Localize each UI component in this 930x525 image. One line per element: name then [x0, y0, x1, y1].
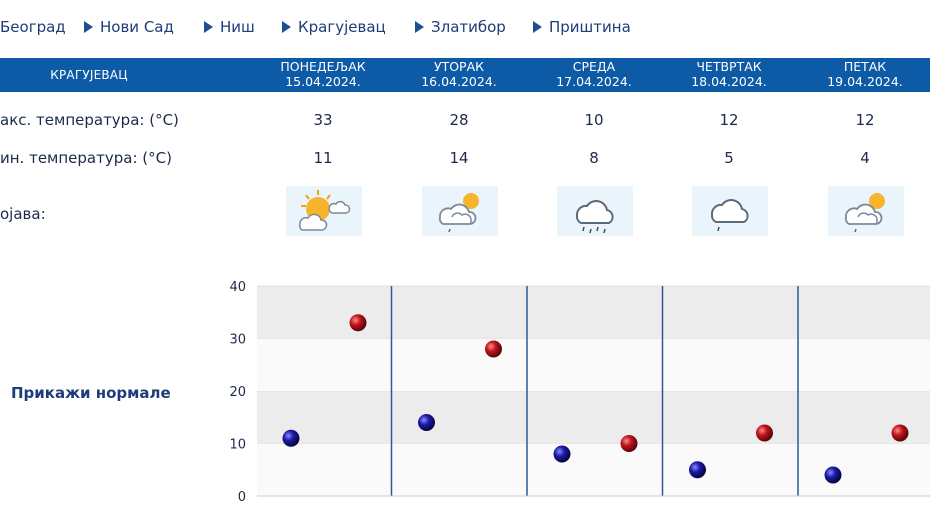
max-temp-label: акс. температура: (°C) [0, 111, 179, 129]
day-header: ЧЕТВРТАК 18.04.2024. [691, 59, 767, 89]
y-tick-label: 30 [229, 333, 246, 348]
arrow-right-icon [533, 21, 542, 33]
y-tick-label: 40 [229, 280, 246, 295]
max-temp-point [349, 314, 367, 332]
grid-band [257, 391, 930, 444]
city-link-beograd[interactable]: Београд [0, 18, 66, 36]
min-temp-value: 8 [589, 149, 599, 167]
y-tick-label: 20 [229, 385, 246, 400]
cloud-sun-drizzle-icon [422, 186, 498, 236]
min-temp-point [553, 445, 571, 463]
arrow-right-icon [282, 21, 291, 33]
max-temp-point [485, 340, 502, 358]
cloud-rain-icon [557, 186, 633, 236]
y-tick-label: 10 [229, 438, 246, 453]
min-temp-value: 5 [724, 149, 734, 167]
city-title: КРАГУЈЕВАЦ [50, 68, 128, 82]
city-link-nis[interactable]: Ниш [204, 18, 255, 36]
cloud-sun-drizzle-icon [828, 186, 904, 236]
day-header: УТОРАК 16.04.2024. [421, 59, 497, 89]
max-temp-value: 33 [313, 111, 333, 129]
y-tick-label: 0 [238, 490, 246, 505]
city-nav: Београд Нови Сад Ниш Крагујевац Златибор… [0, 18, 930, 42]
city-link-zlatibor[interactable]: Златибор [415, 18, 506, 36]
max-temp-point [891, 424, 909, 442]
min-temp-point [689, 461, 706, 479]
max-temp-point [756, 424, 773, 442]
show-normals-link[interactable]: Прикажи нормале [11, 384, 171, 402]
city-link-novi-sad[interactable]: Нови Сад [84, 18, 174, 36]
min-temp-value: 4 [860, 149, 870, 167]
max-temp-value: 12 [855, 111, 875, 129]
temperature-chart-svg: 0 10 20 30 40 [229, 280, 930, 505]
city-link-pristina[interactable]: Приштина [533, 18, 631, 36]
grid-band [257, 338, 930, 391]
temperature-chart: 0 10 20 30 40 [0, 270, 930, 510]
min-temp-value: 11 [313, 149, 333, 167]
min-temp-point [282, 429, 300, 447]
day-header: ПОНЕДЕЉАК 15.04.2024. [280, 59, 366, 89]
min-temp-value: 14 [449, 149, 469, 167]
max-temp-value: 28 [449, 111, 469, 129]
grid-band [257, 286, 930, 339]
weather-label: ојава: [0, 205, 46, 223]
max-temp-value: 10 [584, 111, 604, 129]
day-header: СРЕДА 17.04.2024. [556, 59, 632, 89]
max-temp-value: 12 [719, 111, 739, 129]
min-temp-label: ин. температура: (°C) [0, 149, 172, 167]
arrow-right-icon [84, 21, 93, 33]
arrow-right-icon [415, 21, 424, 33]
min-temp-point [418, 414, 435, 431]
cloud-drizzle-icon [692, 186, 768, 236]
min-temp-point [824, 466, 842, 484]
arrow-right-icon [204, 21, 213, 33]
grid-band [257, 443, 930, 496]
forecast-header: КРАГУЈЕВАЦ ПОНЕДЕЉАК 15.04.2024. УТОРАК 16… [0, 58, 930, 92]
max-temp-point [620, 435, 638, 452]
sun-cloud-icon [286, 186, 362, 236]
day-header: ПЕТАК 19.04.2024. [827, 59, 903, 89]
city-link-kragujevac[interactable]: Крагујевац [282, 18, 386, 36]
